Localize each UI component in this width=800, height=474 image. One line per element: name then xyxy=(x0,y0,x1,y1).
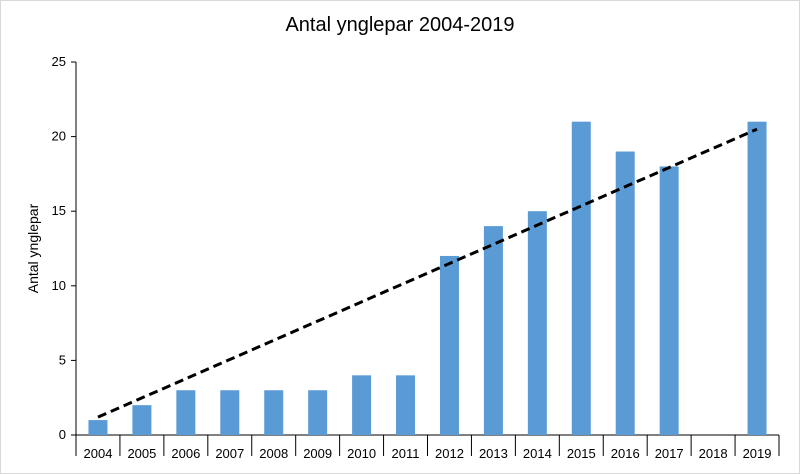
x-tick-label: 2017 xyxy=(655,446,684,461)
y-tick-label: 0 xyxy=(59,427,66,442)
bar-2007 xyxy=(220,390,240,435)
bar-2013 xyxy=(483,226,503,435)
trendline xyxy=(97,127,758,419)
bar-2008 xyxy=(264,390,284,435)
x-tick-label: 2009 xyxy=(303,446,332,461)
bar-2010 xyxy=(352,375,372,435)
y-tick-label: 15 xyxy=(52,203,66,218)
bar-2017 xyxy=(659,166,679,435)
bars xyxy=(88,121,767,436)
bar-2016 xyxy=(615,151,635,435)
bar-2011 xyxy=(396,375,416,435)
x-tick-label: 2006 xyxy=(171,446,200,461)
y-axis-label: Antal ynglepar xyxy=(25,203,41,293)
bar-2009 xyxy=(308,390,328,435)
x-tick-label: 2014 xyxy=(523,446,552,461)
y-tick-label: 5 xyxy=(59,352,66,367)
trendline-line xyxy=(97,127,758,419)
x-axis: 2004 2005 2006 2007 2008 2009 2010 2011 2012 2013… xyxy=(75,434,780,461)
bar-2006 xyxy=(176,390,196,435)
x-tick-label: 2012 xyxy=(435,446,464,461)
x-tick-label: 2019 xyxy=(743,446,772,461)
bar-2014 xyxy=(527,211,547,435)
x-tick-label: 2018 xyxy=(699,446,728,461)
y-axis: 0 5 10 15 20 25 xyxy=(52,54,77,442)
x-tick-label: 2015 xyxy=(567,446,596,461)
bar-2012 xyxy=(439,255,459,435)
bar-2004 xyxy=(88,420,108,435)
x-tick-label: 2007 xyxy=(215,446,244,461)
y-tick-label: 20 xyxy=(52,129,66,144)
bar-2005 xyxy=(132,405,152,435)
bar-2019 xyxy=(747,121,767,436)
y-tick-label: 25 xyxy=(52,54,66,69)
x-tick-label: 2004 xyxy=(84,446,113,461)
y-tick-label: 10 xyxy=(52,278,66,293)
bar-2015 xyxy=(571,121,591,436)
x-tick-label: 2013 xyxy=(479,446,508,461)
x-tick-label: 2011 xyxy=(392,446,420,461)
x-tick-label: 2016 xyxy=(611,446,640,461)
x-tick-label: 2008 xyxy=(259,446,288,461)
chart-title: Antal ynglepar 2004-2019 xyxy=(285,14,515,36)
x-tick-label: 2005 xyxy=(127,446,156,461)
x-tick-label: 2010 xyxy=(347,446,376,461)
